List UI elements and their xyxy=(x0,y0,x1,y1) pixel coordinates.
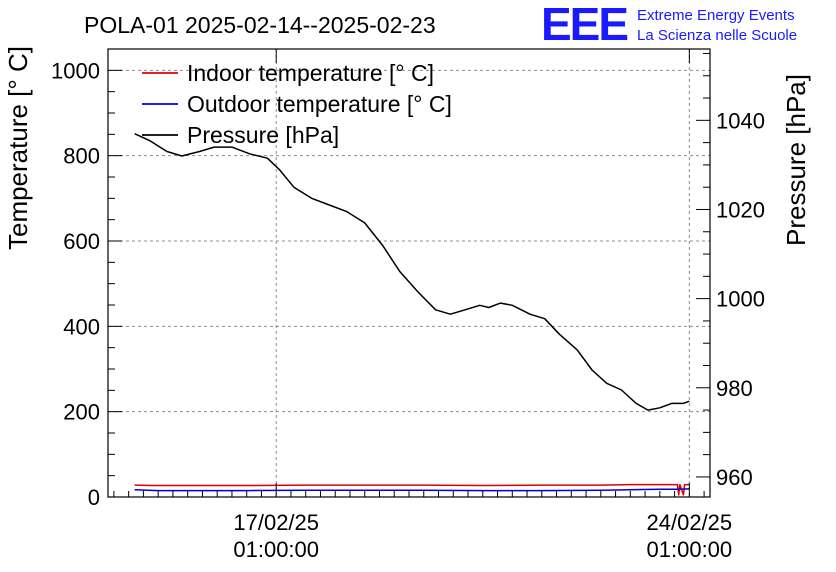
brand-line-2: La Scienza nelle Scuole xyxy=(637,27,797,44)
right-tick-label: 960 xyxy=(716,465,753,490)
left-tick-label: 200 xyxy=(63,400,100,425)
left-axis-title: Temperature [° C] xyxy=(3,46,33,250)
right-y-axis: 960 980 1000 1020 1040 xyxy=(696,52,765,490)
left-tick-label: 800 xyxy=(63,144,100,169)
series-line xyxy=(134,133,690,411)
right-tick-label: 1000 xyxy=(716,287,765,312)
legend: Indoor temperature [° C] Outdoor temperat… xyxy=(142,60,452,148)
chart-title: POLA-01 2025-02-14--2025-02-23 xyxy=(84,12,436,38)
legend-label: Pressure [hPa] xyxy=(187,122,339,148)
x-tick-time-label: 01:00:00 xyxy=(647,537,733,562)
right-tick-label: 1040 xyxy=(716,108,765,133)
x-tick-time-label: 01:00:00 xyxy=(233,537,319,562)
left-tick-label: 400 xyxy=(63,314,100,339)
right-tick-label: 980 xyxy=(716,376,753,401)
left-tick-label: 600 xyxy=(63,229,100,254)
x-tick-date-label: 17/02/25 xyxy=(233,510,319,535)
right-axis-title: Pressure [hPa] xyxy=(781,74,811,246)
x-tick-date-label: 24/02/25 xyxy=(647,510,733,535)
grid xyxy=(108,49,710,497)
left-tick-label: 0 xyxy=(88,485,100,510)
left-tick-label: 1000 xyxy=(51,58,100,83)
series-line xyxy=(134,488,690,492)
eee-logo: EEE xyxy=(541,0,627,50)
legend-label: Outdoor temperature [° C] xyxy=(187,91,452,117)
legend-label: Indoor temperature [° C] xyxy=(187,60,434,86)
brand-line-1: Extreme Energy Events xyxy=(637,7,795,24)
left-y-axis: 0 200 400 600 800 1000 xyxy=(51,48,122,510)
right-tick-label: 1020 xyxy=(716,197,765,222)
series-layer xyxy=(134,133,690,496)
series-line xyxy=(134,483,690,496)
